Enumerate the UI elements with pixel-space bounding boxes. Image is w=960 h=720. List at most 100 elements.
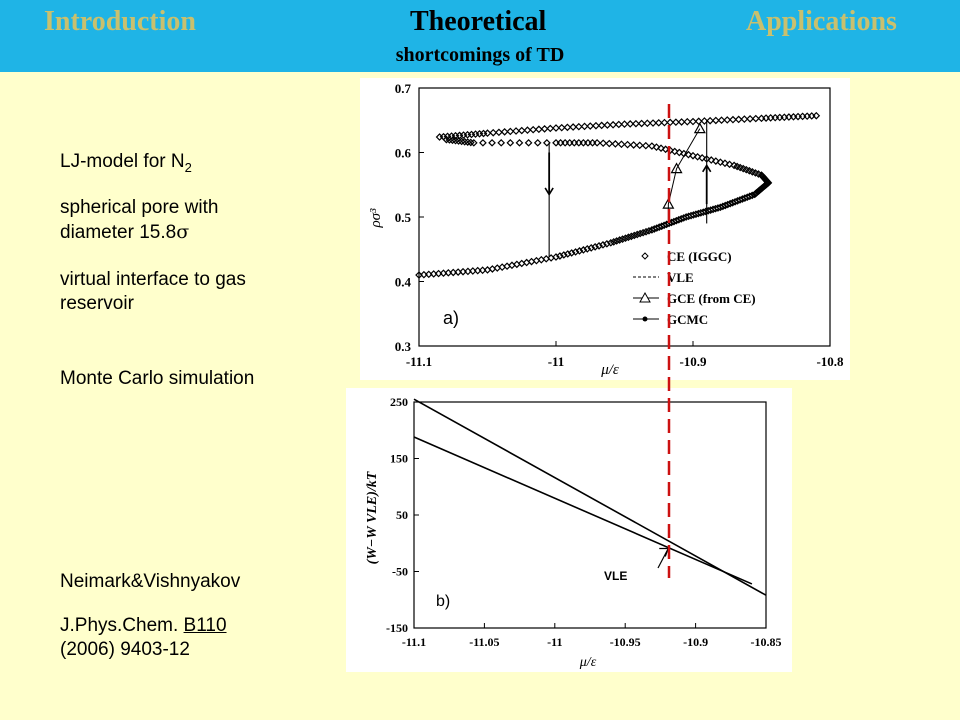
chart-a-data-point (535, 125, 543, 134)
chart-b: -11.1 -11.05 -11 -10.95 -10.9 -10.85 -150 -50 50… (365, 395, 782, 670)
chart-a-data-point (561, 138, 569, 147)
slide-subtitle: shortcomings of TD (395, 44, 565, 66)
chart-b-panel-label: b) (436, 593, 450, 610)
chart-a-data-point (702, 155, 711, 163)
chart-a-data-point (624, 233, 633, 242)
chart-a-data-point (571, 248, 580, 256)
chart-a-data-point (630, 231, 639, 240)
chart-a-data-point (587, 244, 596, 252)
legend-entry-label: VLE (667, 270, 694, 285)
chart-a-data-point (766, 114, 775, 122)
chart-a-data-point (739, 164, 748, 173)
journal-text: J.Phys.Chem. B110 (2006) 9403-12 (60, 614, 227, 662)
chart-a-data-point (556, 138, 565, 147)
chart-a-data-point (721, 159, 729, 168)
chart-a-data-point (609, 238, 618, 246)
chart-a-data-point (506, 127, 515, 136)
chart-a-data-point (495, 128, 503, 137)
sigma-symbol: σ (176, 221, 190, 243)
chart-a-ytick-label: 0.5 (395, 210, 412, 225)
chart-b-ytick-label: -50 (392, 565, 408, 579)
chart-a-data-point (762, 114, 770, 122)
chart-a-data-point (798, 112, 807, 121)
nav-introduction[interactable]: Introduction (44, 6, 196, 37)
chart-a-data-point (641, 141, 650, 150)
chart-a-data-point (475, 129, 484, 138)
chart-a-data-point (563, 123, 572, 132)
chart-a-data-point (717, 116, 726, 125)
chart-a-data-point (807, 112, 816, 120)
chart-a-data-point (540, 125, 549, 133)
chart-b-ylabel: (W−W VLE)/kT (365, 470, 380, 564)
chart-a-data-point (746, 115, 754, 123)
chart-a-data-point (455, 131, 464, 140)
chart-b-ytick-label: -150 (386, 621, 408, 635)
chart-a-data-point (579, 138, 588, 147)
chart-b-xtick-label: -10.85 (751, 635, 782, 649)
chart-a-data-point (617, 140, 626, 149)
chart-a-data-point (748, 168, 757, 176)
chart-a-data-point (707, 156, 716, 164)
chart-a-data-point (730, 161, 738, 170)
chart-a-data-point (546, 124, 555, 133)
chart-a-data-point (574, 138, 583, 147)
chart-a-data-point (605, 139, 614, 148)
nav-theoretical[interactable]: Theoretical (410, 6, 547, 37)
chart-a-data-point (725, 160, 734, 169)
chart-a-data-point (557, 123, 566, 132)
chart-a-data-point (633, 230, 642, 239)
chart-a-data-point (648, 142, 656, 150)
chart-a-data-point (583, 245, 592, 253)
legend-entry-label: GCMC (667, 312, 708, 327)
chart-b-ytick-label: 50 (396, 508, 408, 522)
authors-text: Neimark&Vishnyakov (60, 571, 241, 592)
chart-a-data-point (684, 150, 693, 159)
chart-a-data-point (706, 116, 714, 125)
chart-a-data-point (488, 138, 496, 147)
chart-a-data-point (552, 124, 560, 132)
chart-a-xtick-label: -11.1 (406, 354, 432, 369)
chart-a-data-point (757, 114, 766, 123)
chart-a-data-point (515, 138, 524, 147)
chart-a-xtick-label: -11 (548, 354, 565, 369)
legend-entry-label: GCE (from CE) (667, 291, 756, 306)
chart-a-gce-point (693, 122, 706, 134)
chart-a-data-point (523, 126, 532, 134)
chart-b-xtick-label: -11.1 (402, 635, 426, 649)
chart-b-series-line-1 (413, 436, 753, 585)
chart-a-data-point (733, 162, 741, 171)
chart-a-data-point (565, 138, 574, 147)
pore-text: spherical pore with diameter 15.8σ (60, 196, 218, 245)
chart-a-data-point (627, 232, 636, 241)
chart-a-data-point (435, 133, 444, 141)
chart-b-ytick-label: 150 (390, 452, 408, 466)
chart-a-data-point (734, 115, 743, 124)
chart-a-data-point (593, 138, 601, 147)
simulation-text: Monte Carlo simulation (60, 368, 255, 389)
chart-a-xtick-label: -10.8 (816, 354, 844, 369)
chart-a-data-point (698, 154, 706, 162)
chart-a-data-point (693, 152, 702, 161)
journal-name: J.Phys.Chem. (60, 615, 184, 636)
chart-a-panel: -11.1 -11 -10.9 -10.8 0.3 0.4 0.5 0.6 0.7 a) CE … (360, 78, 850, 380)
nav-applications[interactable]: Applications (746, 6, 897, 37)
chart-a-data-point (575, 247, 584, 255)
chart-a-data-point (479, 138, 487, 147)
chart-a-data-point (606, 238, 615, 247)
chart-a-data-point (789, 112, 798, 121)
chart-a-data-point (729, 115, 737, 124)
header-bar: Introduction Theoretical Applications sh… (0, 0, 960, 72)
chart-a-data-point (506, 138, 515, 147)
chart-a-data-point (615, 236, 624, 244)
interface-line1: virtual interface to gas (60, 269, 246, 290)
chart-a-data-point (529, 125, 538, 134)
chart-a-data-point (584, 138, 592, 147)
chart-a-data-point (645, 226, 653, 235)
chart-a-data-point (552, 138, 560, 147)
chart-a-data-point (586, 122, 595, 130)
chart-a-ytick-label: 0.6 (395, 146, 412, 161)
chart-a-data-point (512, 127, 520, 135)
chart-b-xtick-label: -11.05 (469, 635, 499, 649)
chart-a-data-point (569, 123, 577, 131)
chart-a-data-point (574, 122, 583, 131)
